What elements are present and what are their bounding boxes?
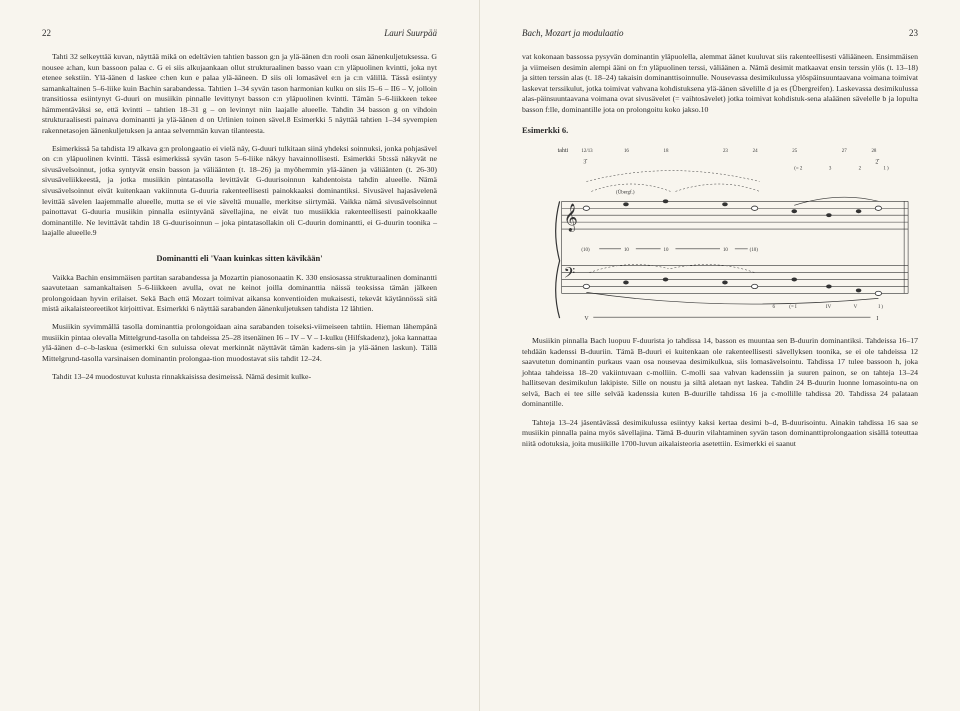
- ten-label: 10: [624, 248, 629, 253]
- brace-icon: [556, 201, 560, 318]
- dashed-slur: [675, 184, 759, 191]
- left-header: 22 Lauri Suurpää: [42, 28, 437, 38]
- top-num: 2: [859, 167, 862, 172]
- right-para-3: Tahteja 13–24 jäsentävässä desimikulussa…: [522, 418, 918, 450]
- bar-label: 24: [753, 149, 758, 154]
- right-para-1: vat kokonaan bassossa pysyvän dominantin…: [522, 52, 918, 115]
- right-para-2: Musiikin pinnalla Bach luopuu F-duurista…: [522, 336, 918, 410]
- example-6-figure: 12/13 16 18 23 24 25 27 28 tahti 3̂ 2̂ (…: [522, 141, 918, 326]
- bar-label: 12/13: [581, 149, 593, 154]
- right-header: Bach, Mozart ja modulaatio 23: [522, 28, 918, 38]
- svg-text:tahti: tahti: [558, 148, 569, 154]
- right-page: Bach, Mozart ja modulaatio 23 vat kokona…: [480, 0, 960, 711]
- left-page-number: 22: [42, 28, 51, 38]
- bottom-roman: V: [584, 316, 589, 322]
- bass-staff: [562, 266, 909, 294]
- ubergf-label: (Übergf.): [616, 189, 635, 195]
- dashed-slur: [586, 171, 759, 182]
- bar-label: 27: [842, 149, 847, 154]
- top-num: (= 2: [794, 167, 803, 172]
- top-num: 1 ): [883, 167, 889, 172]
- right-page-number: 23: [909, 28, 918, 38]
- top-num: 3: [829, 167, 832, 172]
- ten-label: (10): [750, 248, 759, 253]
- left-para-5: Tahdit 13–24 muodostuvat kulusta rinnakk…: [42, 372, 437, 383]
- left-page: 22 Lauri Suurpää Tahti 32 selkeyttää kuv…: [0, 0, 480, 711]
- bass-clef-icon: 𝄢: [564, 265, 575, 285]
- bar-label: 25: [792, 149, 797, 154]
- example-6-label: Esimerkki 6.: [522, 125, 918, 135]
- bar-label: 28: [871, 149, 876, 154]
- ten-label: (10): [581, 248, 590, 253]
- bar-label: 16: [624, 149, 629, 154]
- scale-degree: 3̂: [583, 160, 587, 166]
- right-running-head: Bach, Mozart ja modulaatio: [522, 28, 624, 38]
- left-para-2: Esimerkissä 5a tahdista 19 alkava g:n pr…: [42, 144, 437, 239]
- left-para-1: Tahti 32 selkeyttää kuvan, näyttää mikä …: [42, 52, 437, 136]
- treble-clef-icon: 𝄞: [564, 204, 578, 232]
- treble-staff: [562, 201, 909, 229]
- bar-label: 18: [664, 149, 669, 154]
- left-para-3: Vaikka Bachin ensimmäisen partitan sarab…: [42, 273, 437, 315]
- roman: I ): [878, 305, 883, 310]
- ten-label: 10: [723, 248, 728, 253]
- roman: V: [854, 305, 858, 310]
- bottom-roman: I: [876, 316, 878, 322]
- bar-label: 23: [723, 149, 728, 154]
- ten-label: 10: [664, 248, 669, 253]
- scale-degree: 2̂: [875, 160, 879, 166]
- left-running-head: Lauri Suurpää: [384, 28, 437, 38]
- section-title: Dominantti eli 'Vaan kuinkas sitten kävi…: [42, 253, 437, 263]
- left-para-4: Musiikin syvimmällä tasolla dominanttia …: [42, 322, 437, 364]
- roman: (= I: [789, 305, 797, 310]
- svg-text:6: 6: [772, 305, 775, 310]
- roman: IV: [826, 305, 832, 310]
